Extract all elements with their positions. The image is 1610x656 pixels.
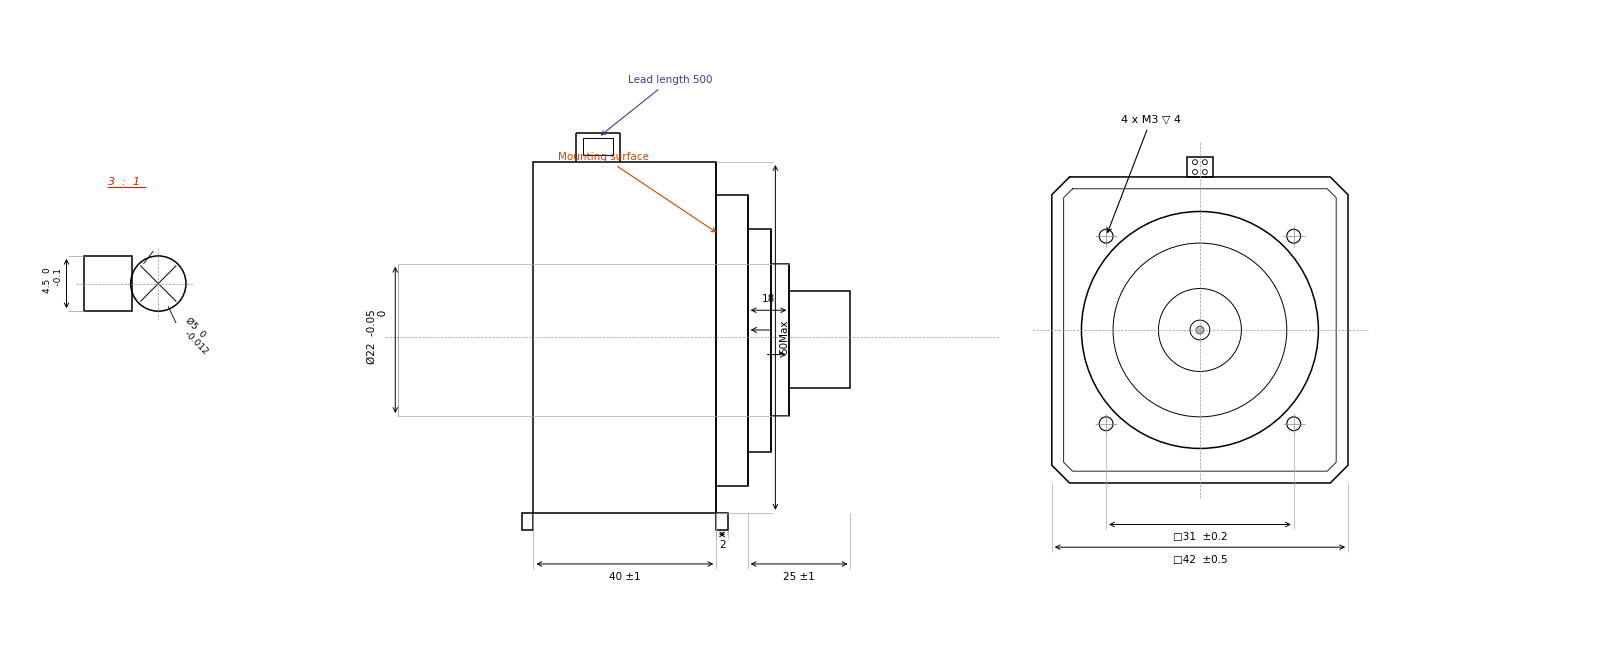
Circle shape [1196, 326, 1204, 334]
Text: 40 ±1: 40 ±1 [609, 572, 641, 582]
Text: Ø5  0
   -0.012: Ø5 0 -0.012 [175, 316, 216, 356]
Text: 2: 2 [718, 541, 726, 550]
Bar [747, 229, 771, 453]
Text: 4.5  0
     -0.1: 4.5 0 -0.1 [43, 268, 63, 300]
Text: Ø22  -0.05
           0: Ø22 -0.05 0 [367, 310, 388, 364]
Bar [533, 162, 716, 512]
Bar [771, 264, 789, 416]
Bar [522, 512, 533, 531]
Text: □42  ±0.5: □42 ±0.5 [1172, 555, 1227, 565]
Bar [84, 256, 132, 311]
Text: 50Max: 50Max [779, 319, 789, 354]
Text: 3  :  1: 3 : 1 [108, 177, 140, 187]
Bar [716, 512, 728, 531]
Bar [716, 195, 747, 486]
Text: □31  ±0.2: □31 ±0.2 [1172, 533, 1227, 543]
Text: Mounting surface: Mounting surface [559, 152, 716, 232]
Text: 25 ±1: 25 ±1 [782, 572, 815, 582]
Text: 18: 18 [762, 295, 774, 304]
Text: Lead length 500: Lead length 500 [601, 75, 712, 135]
Text: 4 x M3 ▽ 4: 4 x M3 ▽ 4 [1108, 115, 1180, 232]
Bar [583, 138, 613, 155]
Bar [789, 291, 850, 388]
Bar [1187, 157, 1212, 177]
